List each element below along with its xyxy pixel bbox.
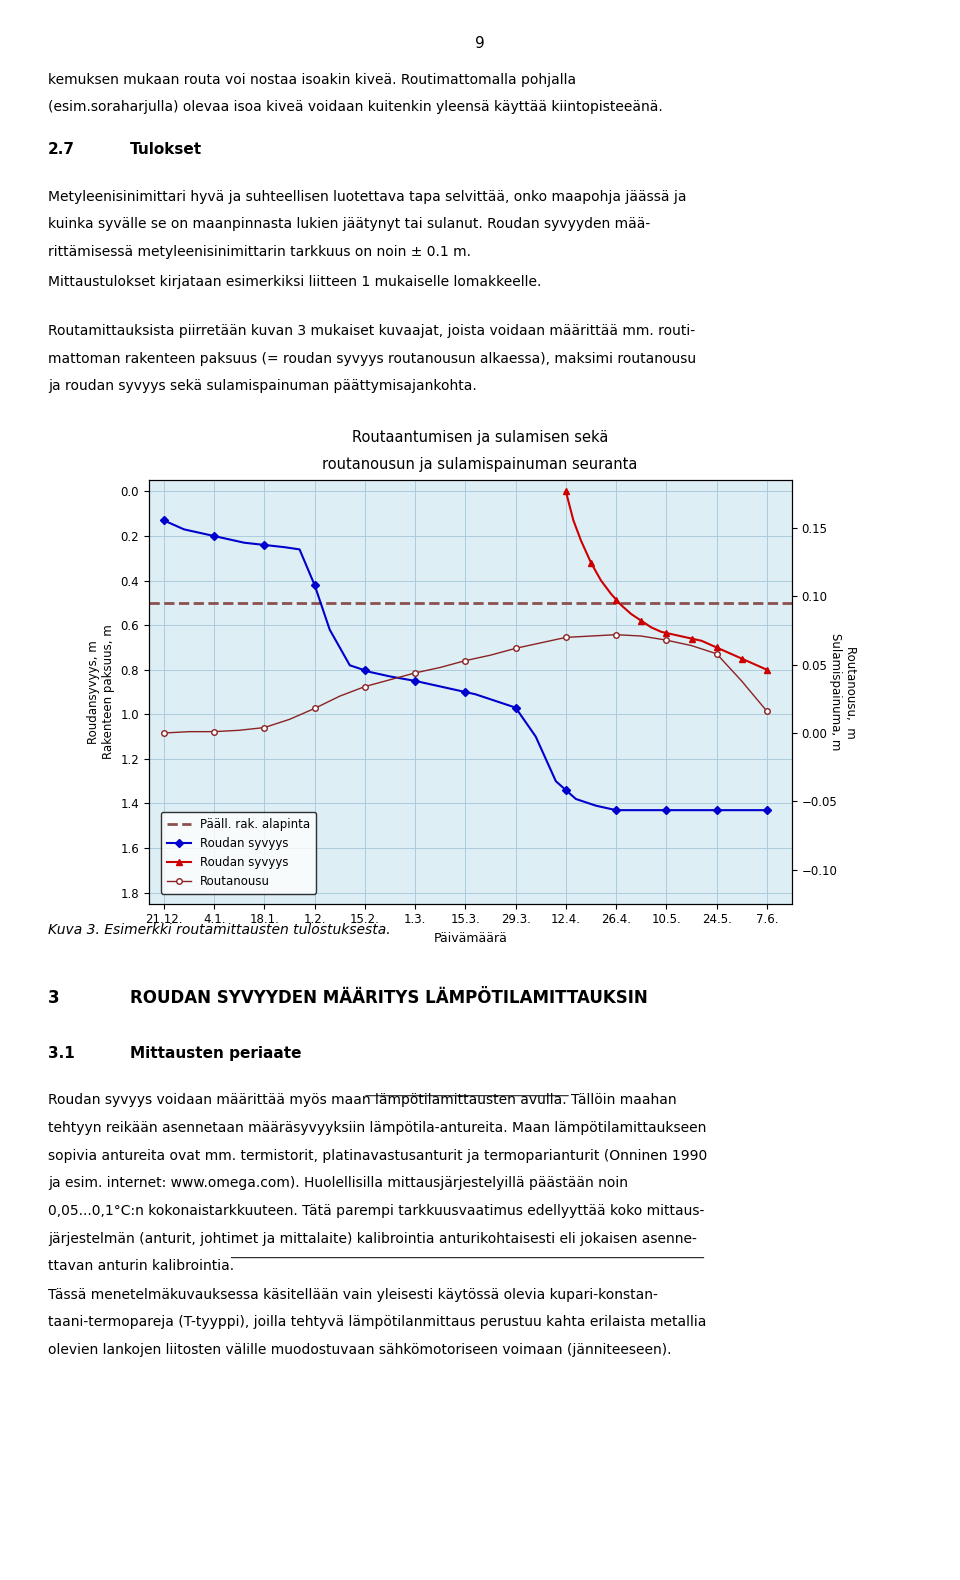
Y-axis label: Roudansyvyys, m
Rakenteen paksuus, m: Roudansyvyys, m Rakenteen paksuus, m: [86, 624, 115, 760]
Text: 3.1: 3.1: [48, 1046, 75, 1060]
Text: olevien lankojen liitosten välille muodostuvaan sähkömotoriseen voimaan (jännite: olevien lankojen liitosten välille muodo…: [48, 1343, 671, 1357]
Text: (esim.soraharjulla) olevaa isoa kiveä voidaan kuitenkin yleensä käyttää kiintopi: (esim.soraharjulla) olevaa isoa kiveä vo…: [48, 100, 662, 114]
Text: kemuksen mukaan routa voi nostaa isoakin kiveä. Routimattomalla pohjalla: kemuksen mukaan routa voi nostaa isoakin…: [48, 73, 576, 87]
Text: 9: 9: [475, 36, 485, 51]
Text: ja esim. internet: www.omega.com). Huolellisilla mittausjärjestelyillä päästään : ja esim. internet: www.omega.com). Huole…: [48, 1176, 628, 1190]
Text: taani-termopareja (T-tyyppi), joilla tehtyvä lämpötilanmittaus perustuu kahta er: taani-termopareja (T-tyyppi), joilla teh…: [48, 1315, 707, 1329]
Text: ROUDAN SYVYYDEN MÄÄRITYS LÄMPÖTILAMITTAUKSIN: ROUDAN SYVYYDEN MÄÄRITYS LÄMPÖTILAMITTAU…: [130, 989, 647, 1006]
Text: 3: 3: [48, 989, 60, 1006]
Text: Routaantumisen ja sulamisen sekä: Routaantumisen ja sulamisen sekä: [351, 430, 609, 444]
Text: kuinka syvälle se on maanpinnasta lukien jäätynyt tai sulanut. Roudan syvyyden m: kuinka syvälle se on maanpinnasta lukien…: [48, 216, 650, 231]
Text: Roudan syvyys voidaan määrittää myös maan lämpötilamittausten avulla. Tällöin ma: Roudan syvyys voidaan määrittää myös maa…: [48, 1093, 677, 1108]
Y-axis label: Routanousu,  m
Sulamispainuma, m: Routanousu, m Sulamispainuma, m: [829, 634, 857, 750]
Text: Mittausten periaate: Mittausten periaate: [130, 1046, 301, 1060]
Text: tehtyyn reikään asennetaan määräsyvyyksiin lämpötila-antureita. Maan lämpötilami: tehtyyn reikään asennetaan määräsyvyyksi…: [48, 1122, 707, 1134]
Text: ja roudan syvyys sekä sulamispainuman päättymisajankohta.: ja roudan syvyys sekä sulamispainuman pä…: [48, 379, 477, 393]
Text: Tässä menetelmäkuvauksessa käsitellään vain yleisesti käytössä olevia kupari-kon: Tässä menetelmäkuvauksessa käsitellään v…: [48, 1288, 658, 1302]
Text: rittämisessä metyleenisinimittarin tarkkuus on noin ± 0.1 m.: rittämisessä metyleenisinimittarin tarkk…: [48, 245, 471, 259]
Text: Kuva 3. Esimerkki routamittausten tulostuksesta.: Kuva 3. Esimerkki routamittausten tulost…: [48, 923, 391, 937]
Text: Metyleenisinimittari hyvä ja suhteellisen luotettava tapa selvittää, onko maapoh: Metyleenisinimittari hyvä ja suhteellise…: [48, 190, 686, 204]
Text: 0,05...0,1°C:n kokonaistarkkuuteen. Tätä parempi tarkkuusvaatimus edellyyttää ko: 0,05...0,1°C:n kokonaistarkkuuteen. Tätä…: [48, 1204, 705, 1218]
Text: 2.7: 2.7: [48, 142, 75, 156]
Text: ttavan anturin kalibrointia.: ttavan anturin kalibrointia.: [48, 1259, 234, 1273]
Text: routanousun ja sulamispainuman seuranta: routanousun ja sulamispainuman seuranta: [323, 457, 637, 471]
Legend: Pääll. rak. alapinta, Roudan syvyys, Roudan syvyys, Routanousu: Pääll. rak. alapinta, Roudan syvyys, Rou…: [161, 812, 316, 894]
Text: sopivia antureita ovat mm. termistorit, platinavastusanturit ja termoparianturit: sopivia antureita ovat mm. termistorit, …: [48, 1149, 708, 1163]
X-axis label: Päivämäärä: Päivämäärä: [434, 932, 507, 945]
Text: Tulokset: Tulokset: [130, 142, 202, 156]
Text: Routamittauksista piirretään kuvan 3 mukaiset kuvaajat, joista voidaan määrittää: Routamittauksista piirretään kuvan 3 muk…: [48, 324, 695, 338]
Text: järjestelmän (anturit, johtimet ja mittalaite) kalibrointia anturikohtaisesti el: järjestelmän (anturit, johtimet ja mitta…: [48, 1232, 697, 1245]
Text: mattoman rakenteen paksuus (= roudan syvyys routanousun alkaessa), maksimi routa: mattoman rakenteen paksuus (= roudan syv…: [48, 351, 696, 365]
Text: Mittaustulokset kirjataan esimerkiksi liitteen 1 mukaiselle lomakkeelle.: Mittaustulokset kirjataan esimerkiksi li…: [48, 275, 541, 289]
